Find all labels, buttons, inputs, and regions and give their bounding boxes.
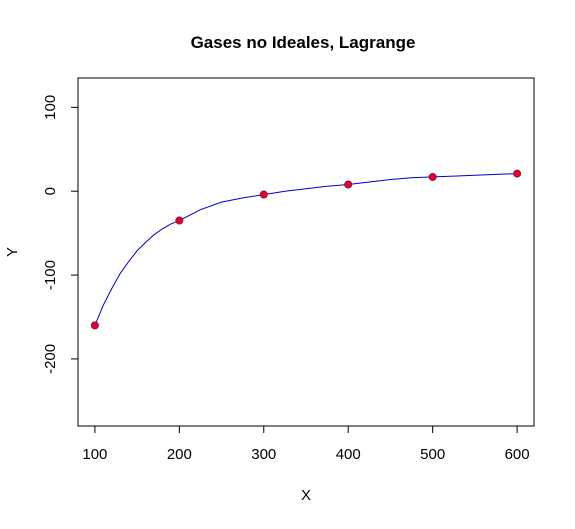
data-point bbox=[175, 216, 184, 225]
series-layer bbox=[90, 169, 522, 330]
y-tick-label: 100 bbox=[42, 95, 59, 120]
x-tick-label: 400 bbox=[336, 446, 361, 463]
data-point bbox=[344, 180, 353, 189]
x-tick-label: 600 bbox=[505, 446, 530, 463]
chart-title: Gases no Ideales, Lagrange bbox=[191, 33, 416, 52]
y-tick-label: 0 bbox=[42, 187, 59, 195]
x-tick-label: 300 bbox=[251, 446, 276, 463]
x-axis: 100 200 300 400 500 600 bbox=[82, 425, 530, 463]
y-tick-label: -100 bbox=[42, 260, 59, 290]
data-point bbox=[259, 190, 268, 199]
data-point bbox=[428, 172, 437, 181]
x-tick-label: 200 bbox=[167, 446, 192, 463]
y-axis: -200 -100 0 100 bbox=[42, 95, 79, 374]
y-axis-label: Y bbox=[4, 247, 21, 257]
x-tick-label: 100 bbox=[82, 446, 107, 463]
y-tick-label: -200 bbox=[42, 344, 59, 374]
data-point bbox=[90, 321, 99, 330]
data-point bbox=[513, 169, 522, 178]
x-tick-label: 500 bbox=[420, 446, 445, 463]
interpolation-curve bbox=[94, 173, 518, 326]
x-axis-label: X bbox=[301, 487, 311, 504]
plot-frame bbox=[77, 77, 535, 427]
